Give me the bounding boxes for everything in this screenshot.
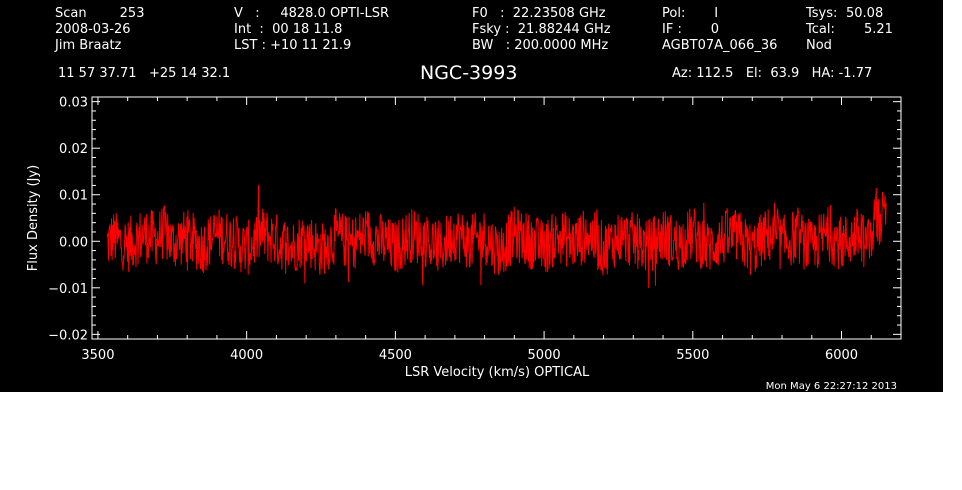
y-tick-label: 0.00: [59, 235, 88, 250]
y-tick-label: −0.01: [48, 282, 88, 297]
tsys-value: 50.08: [846, 6, 884, 21]
x-tick-label: 4500: [379, 348, 412, 363]
project-label: AGBT07A_066_36: [662, 38, 778, 53]
spectrum-chart: 3500 4000 4500 5000 5500 6000 −0.02 −0.01 0.00 0.…: [26, 96, 902, 392]
y-tick-label: 0.03: [59, 96, 88, 111]
tsys-label: Tsys:: [806, 6, 838, 21]
x-axis-label: LSR Velocity (km/s) OPTICAL: [405, 365, 590, 380]
date-label: 2008-03-26: [55, 22, 131, 37]
bw-label: BW : 200.0000 MHz: [472, 38, 609, 53]
x-tick-label: 6000: [825, 348, 858, 363]
lst-label: LST : +10 11 21.9: [234, 38, 352, 53]
spectrum-line: [106, 184, 887, 289]
x-tick-label: 4000: [230, 348, 263, 363]
pointing-label: Az: 112.5 El: 63.9 HA: -1.77: [672, 66, 873, 81]
if-label: IF : 0: [662, 22, 720, 37]
fsky-label: Fsky : 21.88244 GHz: [472, 22, 611, 37]
timestamp-label: Mon May 6 22:27:12 2013: [766, 381, 897, 392]
axis-ticks: 3500 4000 4500 5000 5500 6000 −0.02 −0.01 0.00 0.…: [48, 96, 901, 363]
spectrum-series: [106, 184, 887, 289]
y-tick-label: −0.02: [48, 328, 88, 343]
nod-label: Nod: [806, 38, 832, 53]
scan-label: Scan 253: [55, 6, 145, 21]
int-label: Int : 00 18 11.8: [234, 22, 343, 37]
plot-frame: [91, 96, 902, 340]
y-tick-label: 0.01: [59, 189, 88, 204]
observer-label: Jim Braatz: [55, 38, 122, 53]
y-axis-label: Flux Density (Jy): [26, 165, 41, 271]
x-tick-label: 5000: [528, 348, 561, 363]
chart-title: NGC-3993: [420, 62, 518, 84]
tcal-label: Tcal:: [806, 22, 835, 37]
x-tick-label: 5500: [676, 348, 709, 363]
pol-label: Pol: I: [662, 6, 719, 21]
y-tick-label: 0.02: [59, 142, 88, 157]
coordinates-label: 11 57 37.71 +25 14 32.1: [58, 66, 231, 81]
velocity-label: V : 4828.0 OPTI-LSR: [234, 6, 390, 21]
tcal-value: 5.21: [864, 22, 893, 37]
plot-window: Scan 253 2008-03-26 Jim Braatz V : 4828.…: [0, 0, 943, 392]
f0-label: F0 : 22.23508 GHz: [472, 6, 606, 21]
x-tick-label: 3500: [81, 348, 114, 363]
